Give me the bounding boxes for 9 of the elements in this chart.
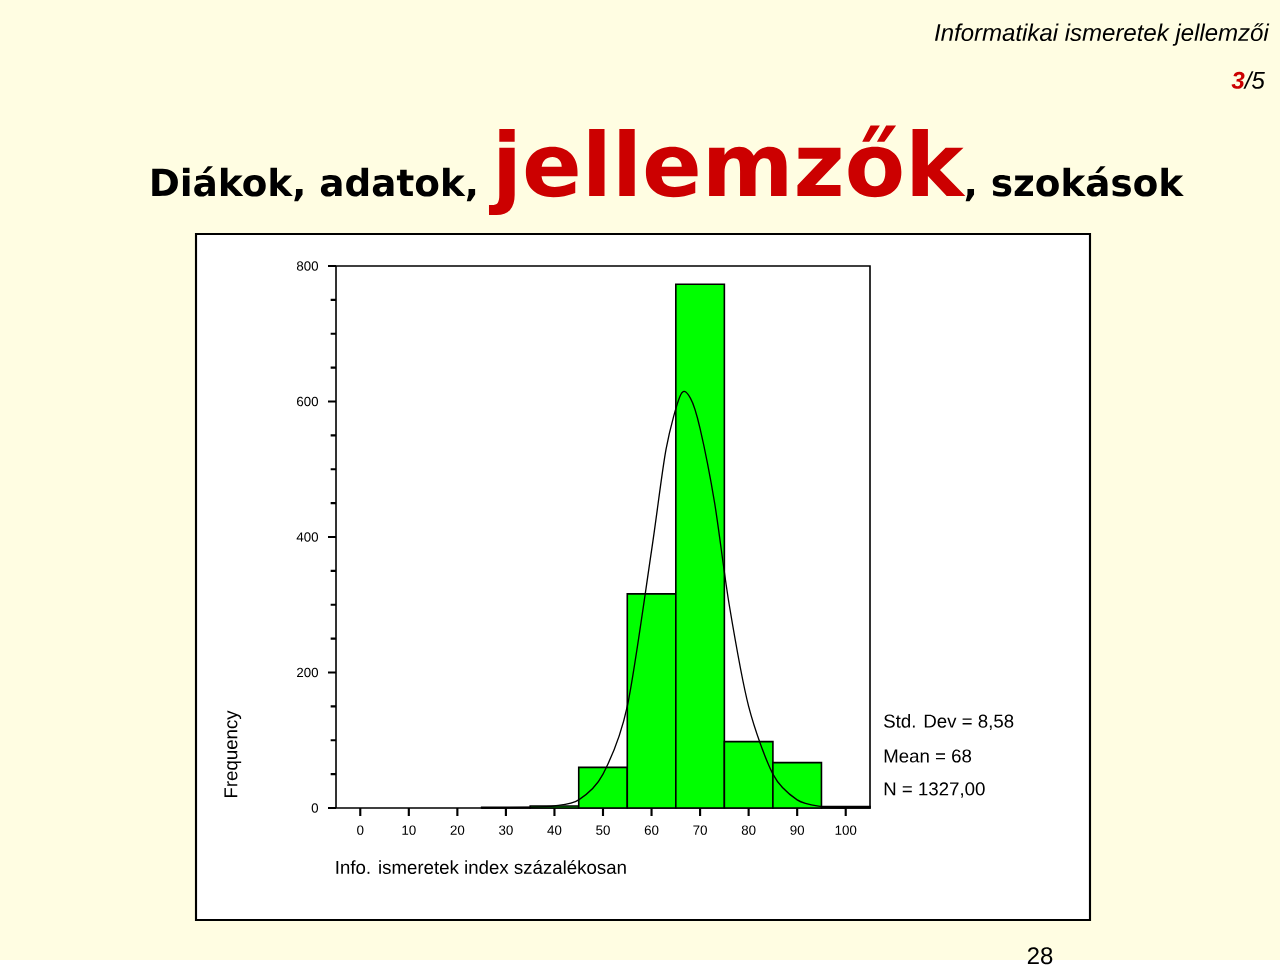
text: 28 bbox=[1027, 946, 1053, 964]
x-axis-title: Info. ismeretek index százalékosan bbox=[336, 859, 626, 874]
chart-title: Diákok, adatok,jellemzők, szokások bbox=[152, 125, 1184, 215]
text: Informatikai ismeretek jellemzői bbox=[934, 22, 1270, 46]
text: Mean = 68 bbox=[884, 749, 972, 763]
text: Std. Dev = 8,58 bbox=[884, 713, 1014, 730]
y-axis-title: Frequency bbox=[224, 710, 242, 797]
text: N = 1327,00 bbox=[884, 781, 985, 798]
text: 3/5 bbox=[1231, 70, 1265, 89]
